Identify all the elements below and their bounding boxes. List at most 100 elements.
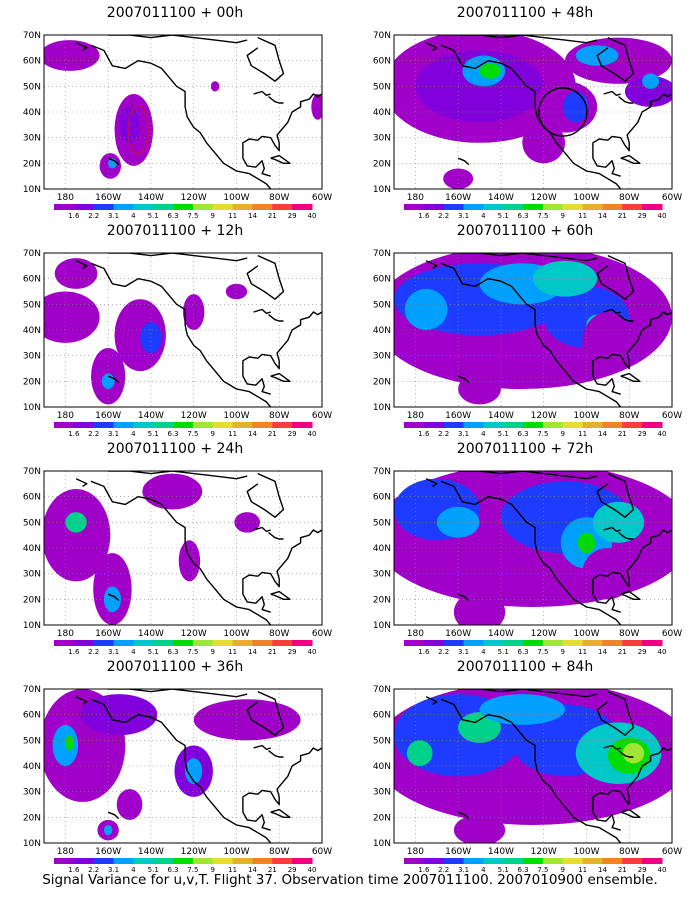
lon-tick-label: 80W [269,847,289,857]
observation-region-outline [127,105,149,155]
colorbar-swatch [73,204,95,210]
colorbar-label: 14 [598,212,607,220]
coastline [90,480,272,625]
target-region-circle [538,87,588,137]
colorbar-label: 1.6 [418,430,430,438]
map-panel: 2007011100 + 36h 10N 20N 30N 40N 50N 60N 70N 180… [10,659,340,874]
map-svg: 10N 20N 30N 40N 50N 60N 70N 180 160W 140W 120W 100W… [373,249,682,438]
lat-tick-label: 20N [23,813,41,823]
coastline [592,311,672,370]
colorbar-swatch [463,422,484,428]
lat-tick-label: 50N [373,736,391,746]
variance-contour [453,814,506,843]
colorbar-swatch [93,858,115,864]
colorbar-swatch [582,204,603,210]
variance-contour [54,258,98,289]
lon-tick-label: 60W [662,193,682,203]
panel-title: 2007011100 + 48h [456,5,594,21]
lat-tick-label: 30N [373,788,391,798]
variance-contour [44,40,100,71]
lon-tick-label: 100W [223,193,249,203]
colorbar-label: 40 [658,430,667,438]
coastline [270,808,291,819]
colorbar-swatch [212,422,234,428]
lat-tick-label: 10N [373,839,391,849]
colorbar-swatch [272,422,293,428]
colorbar-label: 11 [578,866,587,874]
colorbar-swatch [93,640,115,646]
colorbar-label: 4 [481,866,486,874]
variance-contour [118,106,141,143]
coastline [592,365,621,395]
variance-contour [142,473,203,510]
colorbar-label: 40 [658,866,667,874]
colorbar-label: 21 [268,866,277,874]
lat-tick-label: 40N [373,326,391,336]
lat-tick-label: 70N [373,685,391,695]
panel-title: 2007011100 + 12h [106,223,244,239]
map-svg: 10N 20N 30N 40N 50N 60N 70N 180 160W 140W 120W 100W… [373,467,682,656]
lat-tick-label: 40N [373,108,391,118]
coastline [603,308,621,315]
lat-tick-label: 10N [373,403,391,413]
colorbar-swatch [292,858,313,864]
colorbar-swatch [54,640,75,646]
figure-caption: Signal Variance for u,v,T. Flight 37. Ob… [42,872,658,888]
lon-tick-label: 60W [312,629,332,639]
coastline [618,96,634,104]
lat-tick-label: 30N [373,134,391,144]
map-frame [43,688,323,844]
coastline [242,311,322,370]
colorbar-label: 21 [618,430,627,438]
colorbar-swatch [232,204,253,210]
colorbar-swatch [483,204,504,210]
lon-tick-label: 80W [269,193,289,203]
lat-tick-label: 30N [23,352,41,362]
colorbar-label: 21 [268,648,277,656]
colorbar-swatch [192,204,214,210]
lon-tick-label: 80W [269,411,289,421]
colorbar-label: 29 [638,866,647,874]
colorbar-swatch [562,422,584,428]
colorbar-swatch [404,640,425,646]
colorbar-label: 29 [288,212,297,220]
colorbar-swatch [463,640,484,646]
map-panel: 2007011100 + 84h 10N 20N 30N 40N 50N 60N 70N 180… [360,659,690,874]
colorbar-swatch [443,858,465,864]
lat-tick-label: 20N [23,159,41,169]
colorbar-label: 6.3 [518,866,529,874]
colorbar-label: 4 [481,430,486,438]
map-svg: 10N 20N 30N 40N 50N 60N 70N 180 160W 140W 120W 100W… [23,467,332,656]
colorbar-swatch [622,640,643,646]
colorbar-swatch [404,204,425,210]
colorbar-label: 6.3 [168,212,179,220]
variance-contour [458,712,501,743]
colorbar-label: 14 [598,866,607,874]
colorbar-label: 3.1 [458,866,469,874]
lon-tick-label: 140W [488,411,514,421]
colorbar-swatch [642,422,663,428]
lon-tick-label: 140W [138,629,164,639]
lon-tick-label: 180 [407,847,424,857]
colorbar-swatch [523,640,544,646]
colorbar-label: 2.2 [88,648,99,656]
colorbar-swatch [73,858,95,864]
coastline [603,526,621,533]
map-panel: 2007011100 + 72h 10N 20N 30N 40N 50N 60N 70N 180… [360,441,690,656]
lon-tick-label: 100W [223,847,249,857]
variance-contour [622,742,645,764]
variance-contour [234,512,260,533]
colorbar-label: 7.5 [187,866,198,874]
colorbar-label: 14 [248,430,257,438]
lat-tick-label: 60N [23,711,41,721]
colorbar-swatch [582,858,603,864]
colorbar-swatch [423,204,445,210]
colorbar-label: 40 [658,648,667,656]
coastline [246,690,285,736]
lat-tick-label: 60N [23,275,41,285]
colorbar-swatch [252,858,273,864]
lat-tick-label: 10N [23,621,41,631]
colorbar-label: 9 [561,866,565,874]
colorbar-label: 2.2 [88,212,99,220]
variance-contour [114,299,166,372]
